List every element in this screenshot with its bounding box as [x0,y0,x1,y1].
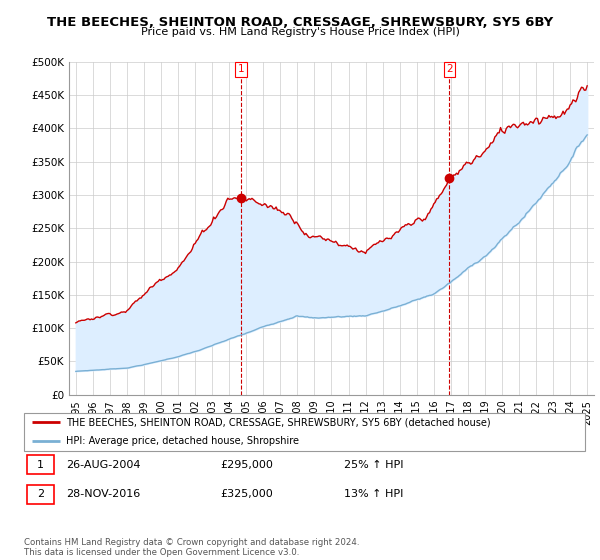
Text: 28-NOV-2016: 28-NOV-2016 [66,489,140,500]
Text: THE BEECHES, SHEINTON ROAD, CRESSAGE, SHREWSBURY, SY5 6BY (detached house): THE BEECHES, SHEINTON ROAD, CRESSAGE, SH… [66,417,491,427]
Text: THE BEECHES, SHEINTON ROAD, CRESSAGE, SHREWSBURY, SY5 6BY: THE BEECHES, SHEINTON ROAD, CRESSAGE, SH… [47,16,553,29]
Text: 1: 1 [37,460,44,470]
FancyBboxPatch shape [27,455,54,474]
Text: £295,000: £295,000 [220,460,273,470]
Text: 2: 2 [446,64,453,74]
Text: 1: 1 [238,64,244,74]
Text: 25% ↑ HPI: 25% ↑ HPI [344,460,403,470]
Text: HPI: Average price, detached house, Shropshire: HPI: Average price, detached house, Shro… [66,436,299,446]
FancyBboxPatch shape [27,485,54,503]
Text: 26-AUG-2004: 26-AUG-2004 [66,460,140,470]
FancyBboxPatch shape [24,413,585,451]
Text: 13% ↑ HPI: 13% ↑ HPI [344,489,403,500]
Text: £325,000: £325,000 [220,489,273,500]
Text: 2: 2 [37,489,44,500]
Text: Contains HM Land Registry data © Crown copyright and database right 2024.
This d: Contains HM Land Registry data © Crown c… [24,538,359,557]
Text: Price paid vs. HM Land Registry's House Price Index (HPI): Price paid vs. HM Land Registry's House … [140,27,460,37]
